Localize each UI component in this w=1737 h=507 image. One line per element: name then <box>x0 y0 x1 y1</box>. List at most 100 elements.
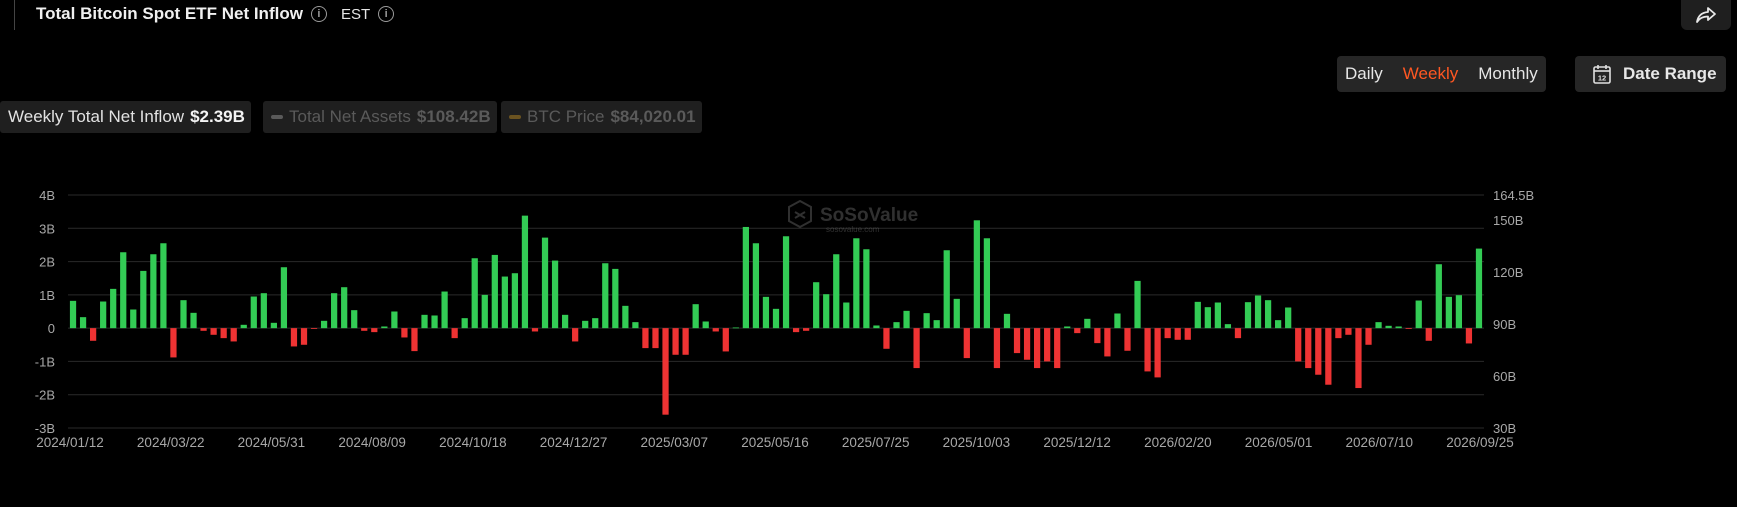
bar <box>561 314 569 329</box>
bar <box>331 293 338 329</box>
bar <box>270 322 277 329</box>
y-right-tick-label: 30B <box>1493 421 1516 436</box>
bar <box>863 249 870 329</box>
bar <box>541 237 549 329</box>
bar <box>1475 248 1483 329</box>
x-tick-label: 2024/08/09 <box>338 435 406 450</box>
bar <box>622 305 629 329</box>
header-divider <box>14 0 15 30</box>
bar <box>1305 328 1312 369</box>
bar <box>1033 328 1041 369</box>
bar <box>953 298 960 329</box>
bar <box>361 328 368 331</box>
bar <box>100 301 107 329</box>
bar <box>1164 328 1171 339</box>
bar <box>1405 328 1412 329</box>
bar <box>973 220 980 329</box>
bar <box>1395 326 1402 329</box>
bar <box>1174 328 1181 340</box>
bar <box>1054 328 1061 369</box>
legend-btc-price-swatch <box>509 115 521 119</box>
bar <box>612 268 619 329</box>
bar <box>1415 300 1422 329</box>
period-monthly[interactable]: Monthly <box>1478 64 1538 83</box>
legend-net-inflow[interactable]: Weekly Total Net Inflow $2.39B <box>0 101 251 133</box>
calendar-day: 12 <box>1598 74 1606 83</box>
bar <box>130 309 137 329</box>
y-axis-left: 4B 3B 2B 1B 0 -1B -2B -3B <box>35 190 55 436</box>
bar <box>310 328 318 329</box>
bar <box>1013 328 1021 354</box>
bar <box>943 250 950 329</box>
bar <box>89 328 97 341</box>
x-tick-label: 2025/07/25 <box>842 435 910 450</box>
bar <box>451 328 458 339</box>
bar <box>642 328 649 349</box>
legend-net-inflow-label: Weekly Total Net Inflow <box>8 107 185 126</box>
bar <box>401 328 408 338</box>
bar <box>441 291 448 329</box>
legend-btc-price-value: $84,020.01 <box>610 107 696 126</box>
legend-btc-price[interactable]: BTC Price $84,020.01 <box>501 101 702 133</box>
bar <box>1234 328 1242 339</box>
bar <box>772 308 780 329</box>
x-tick-label: 2026/02/20 <box>1144 435 1212 450</box>
period-weekly[interactable]: Weekly <box>1402 64 1459 83</box>
bar <box>873 325 880 329</box>
bar <box>240 324 247 329</box>
bar <box>1044 328 1051 362</box>
bar <box>652 328 659 349</box>
x-tick-label: 2025/05/16 <box>741 435 809 450</box>
share-button[interactable] <box>1681 0 1731 30</box>
bar <box>180 300 187 329</box>
bar <box>602 263 609 329</box>
bar <box>1144 328 1151 372</box>
bar <box>511 273 519 329</box>
bar <box>1455 295 1463 329</box>
bar <box>260 293 267 329</box>
bar <box>963 328 970 359</box>
period-daily[interactable]: Daily <box>1345 64 1383 83</box>
y-axis-right: 164.5B 150B 120B 90B 60B 30B <box>1493 190 1534 436</box>
bar <box>1184 328 1191 340</box>
bar <box>712 328 719 332</box>
bar <box>1315 328 1322 375</box>
x-tick-label: 2026/07/10 <box>1345 435 1413 450</box>
bar <box>79 317 87 329</box>
bar <box>160 243 167 329</box>
y-right-tick-label: 120B <box>1493 265 1523 280</box>
info-icon[interactable]: i <box>310 6 327 22</box>
bar <box>923 313 930 329</box>
bar <box>461 318 468 329</box>
date-range-button[interactable]: 12 Date Range <box>1575 56 1726 92</box>
bar <box>853 238 860 329</box>
x-tick-label: 2025/03/07 <box>640 435 708 450</box>
watermark-brand: SoSoValue <box>820 205 918 226</box>
x-tick-label: 2025/10/03 <box>943 435 1011 450</box>
bar <box>913 328 920 369</box>
net-inflow-chart[interactable]: SoSoValue sosovalue.com 4B 3B 2B 1B 0 -1B -2B -… <box>0 190 1737 507</box>
bar <box>742 226 749 329</box>
bar <box>1425 328 1432 341</box>
bar <box>320 320 328 329</box>
x-tick-label: 2024/03/22 <box>137 435 205 450</box>
bar <box>300 328 308 345</box>
x-tick-label: 2024/05/31 <box>238 435 306 450</box>
watermark-url: sosovalue.com <box>826 225 880 234</box>
bar <box>823 294 830 329</box>
bar <box>792 328 800 333</box>
bar <box>230 328 237 342</box>
bar <box>692 304 699 329</box>
bar <box>702 321 709 329</box>
bar <box>1084 318 1091 329</box>
y-left-tick-label: 0 <box>48 321 55 336</box>
bar <box>1094 328 1101 344</box>
bar <box>491 254 498 329</box>
bar <box>1114 313 1121 329</box>
bar <box>1445 296 1452 329</box>
timezone-info-icon[interactable]: i <box>378 6 395 22</box>
y-left-tick-label: 4B <box>39 190 55 203</box>
bar <box>1214 302 1221 329</box>
legend-net-assets[interactable]: Total Net Assets $108.42B <box>263 101 497 133</box>
bar <box>1254 295 1262 329</box>
